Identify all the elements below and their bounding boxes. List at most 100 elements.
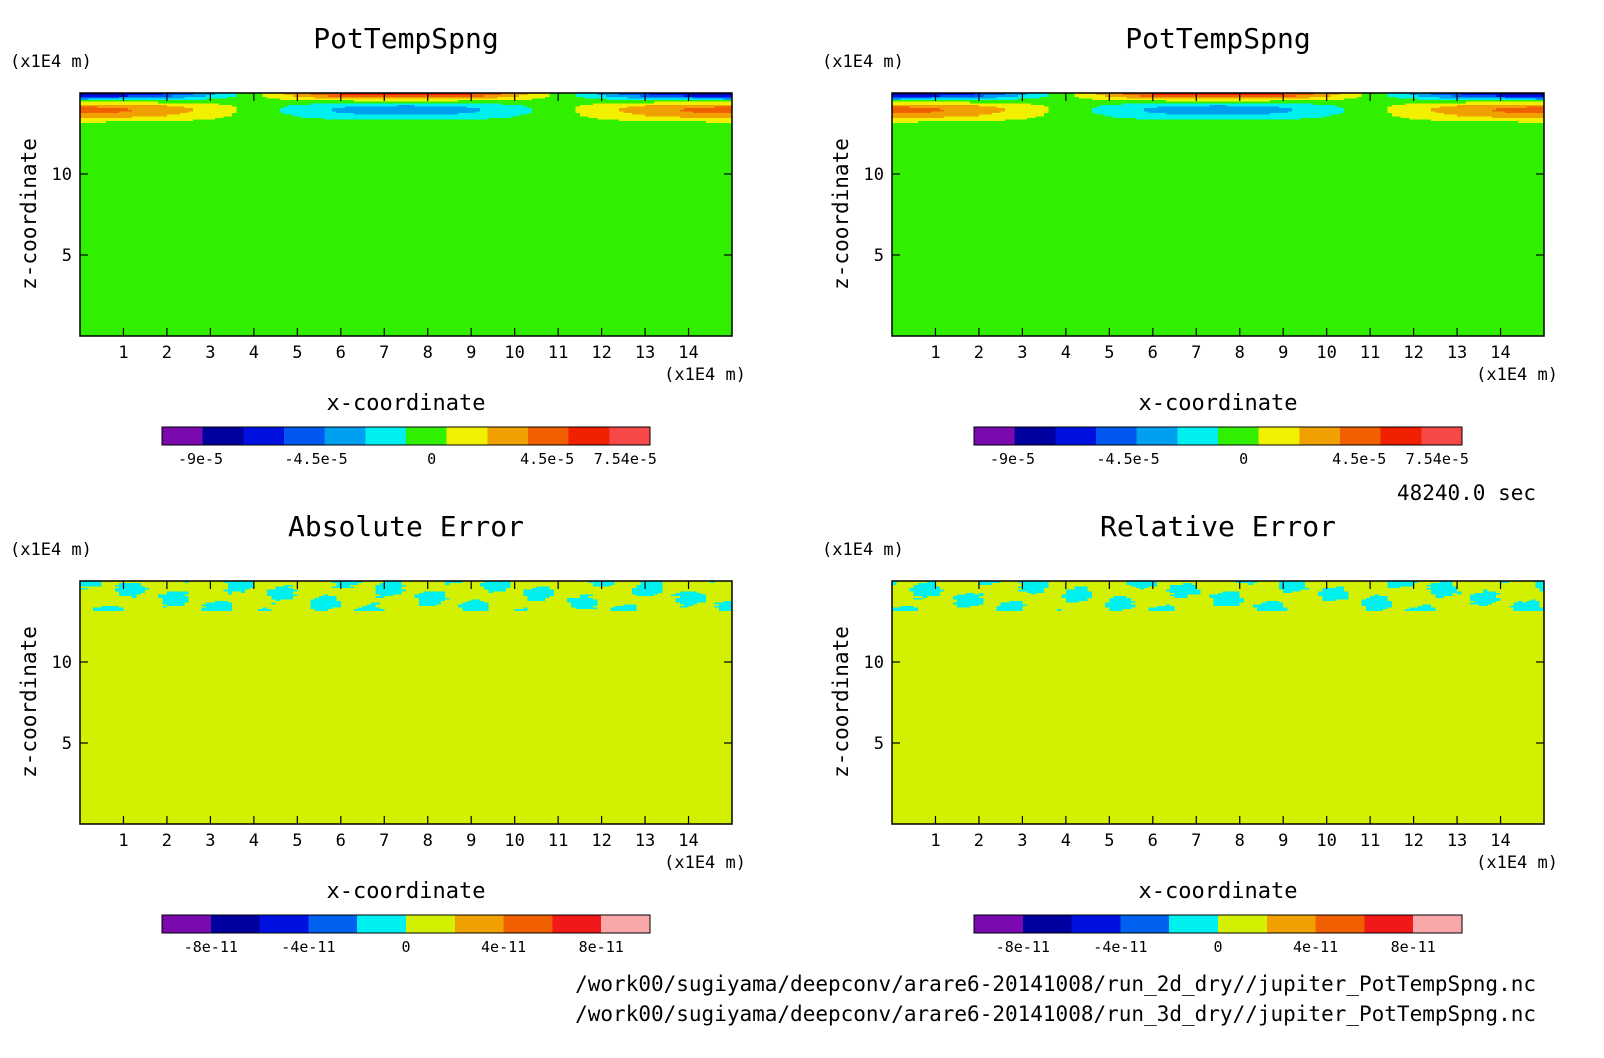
heatmap-cell (80, 746, 733, 749)
plot-frame (891, 580, 1545, 825)
x-tick-label: 3 (205, 831, 215, 851)
heatmap-cell (892, 817, 1545, 820)
heatmap-cell (80, 640, 733, 644)
heatmap-cell (80, 112, 181, 115)
heatmap-cell (1500, 581, 1510, 584)
heatmap-cell (892, 681, 1545, 684)
heatmap-cell (553, 592, 633, 595)
heatmap-cell (519, 94, 551, 97)
heatmap-cell (1430, 605, 1510, 608)
heatmap-cell (892, 217, 1545, 220)
heatmap-cell (332, 581, 364, 584)
heatmap-cell (80, 785, 733, 788)
heatmap-cell (892, 293, 1545, 297)
heatmap-cell (80, 678, 733, 681)
heatmap-cell (1170, 603, 1215, 606)
heatmap-cell (1461, 93, 1502, 96)
heatmap-cell (1278, 584, 1306, 587)
x-tick-label: 4 (249, 343, 259, 363)
heatmap-cell (892, 149, 1545, 152)
heatmap-cell (80, 97, 90, 101)
heatmap-cell (892, 773, 1545, 776)
heatmap-cell (662, 585, 733, 589)
heatmap-cell (1196, 584, 1280, 587)
heatmap-cell (379, 606, 464, 610)
heatmap-cell (1139, 587, 1145, 590)
heatmap-cell (1335, 104, 1393, 107)
heatmap-cell (892, 102, 1032, 105)
file-path-3d: /work00/sugiyama/deepconv/arare6-2014100… (575, 1002, 1536, 1026)
heatmap-cell (892, 590, 915, 593)
heatmap-cell (80, 674, 733, 678)
colorbar-swatch (1022, 915, 1073, 933)
y-tick-label: 5 (874, 734, 884, 754)
heatmap-cell (1387, 606, 1410, 610)
heatmap-cell (892, 752, 1545, 755)
heatmap-cell (519, 114, 581, 117)
heatmap-cell (1248, 582, 1254, 585)
heatmap-cell (579, 593, 594, 597)
colorbar-tick-label: 4.5e-5 (520, 450, 574, 468)
heatmap-cell (1213, 597, 1245, 600)
heatmap-cell (1357, 96, 1397, 99)
heatmap-cell (892, 696, 1545, 699)
heatmap-cell (1000, 602, 1023, 605)
x-tick-label: 5 (1104, 831, 1114, 851)
heatmap-cell (618, 109, 681, 112)
heatmap-cell (892, 180, 1545, 183)
heatmap-cell (336, 597, 420, 600)
heatmap-cell (401, 585, 485, 589)
heatmap-cell (892, 621, 1545, 624)
heatmap-cell (462, 581, 485, 584)
heatmap-cell (1452, 581, 1502, 584)
heatmap-cell (327, 94, 485, 97)
heatmap-cell (292, 592, 377, 595)
heatmap-cell (1509, 581, 1536, 584)
heatmap-cell (978, 582, 993, 585)
heatmap-cell (505, 587, 533, 590)
heatmap-cell (892, 219, 1545, 222)
heatmap-cell (445, 582, 451, 585)
x-unit-label: (x1E4 m) (664, 853, 746, 873)
x-tick-label: 7 (1191, 831, 1201, 851)
heatmap-cell (136, 593, 159, 597)
heatmap-cell (1370, 595, 1389, 598)
heatmap-cell (892, 282, 1545, 285)
heatmap-cell (80, 715, 733, 718)
heatmap-cell (892, 798, 1545, 801)
heatmap-cell (636, 603, 685, 606)
heatmap-cell (588, 115, 681, 118)
heatmap-cell (214, 117, 325, 120)
heatmap-cell (892, 626, 1545, 629)
heatmap-cell (1361, 600, 1393, 603)
heatmap-cell (892, 801, 1545, 804)
heatmap-cell (188, 597, 272, 600)
heatmap-cell (892, 811, 1545, 814)
heatmap-cell (106, 120, 707, 123)
heatmap-cell (892, 713, 1545, 717)
heatmap-cell (705, 597, 733, 600)
heatmap-cell (1483, 590, 1497, 593)
colorbar-tick-label: -4.5e-5 (284, 450, 347, 468)
heatmap-cell (227, 96, 268, 99)
plot-frame (891, 92, 1545, 337)
heatmap-cell (892, 300, 1545, 303)
heatmap-cell (80, 621, 733, 624)
heatmap-cell (362, 605, 377, 608)
heatmap-cell (501, 102, 594, 105)
heatmap-cell (892, 186, 1545, 190)
heatmap-cell (1444, 595, 1471, 598)
heatmap-cell (266, 96, 316, 99)
heatmap-cell (340, 605, 364, 608)
heatmap-cell (1387, 582, 1415, 585)
heatmap-cell (1022, 582, 1050, 585)
heatmap-cell (80, 308, 733, 311)
heatmap-cell (1378, 593, 1436, 597)
heatmap-cell (892, 679, 1545, 683)
heatmap-cell (80, 139, 733, 143)
heatmap-cell (80, 214, 733, 217)
heatmap-cell (892, 289, 1545, 292)
heatmap-cell (1022, 584, 1050, 587)
heatmap-cell (266, 592, 294, 595)
